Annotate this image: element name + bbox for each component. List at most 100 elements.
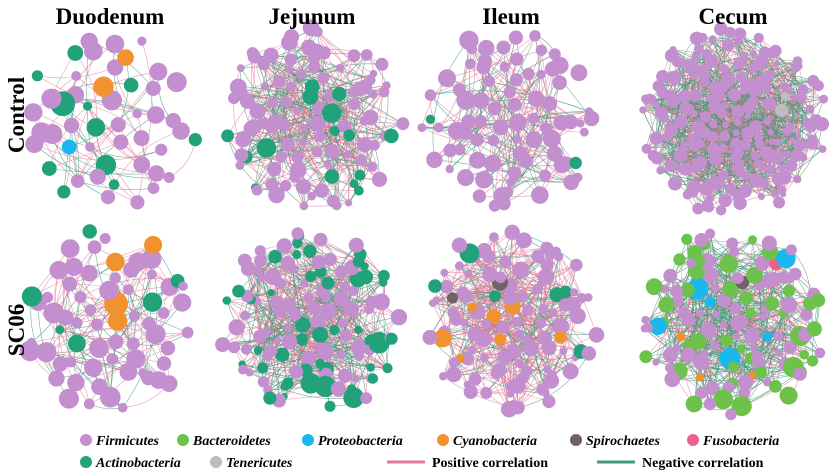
node-firmicutes	[699, 181, 714, 196]
node-firmicutes	[702, 266, 719, 283]
node-firmicutes	[460, 352, 475, 366]
node-firmicutes	[331, 200, 342, 211]
negative-edge	[429, 337, 546, 394]
node-bacteroidetes	[720, 334, 733, 347]
node-firmicutes	[535, 44, 548, 56]
node-firmicutes	[773, 60, 780, 67]
legend-item-spirochaetes: Spirochaetes	[570, 434, 660, 449]
node-firmicutes	[551, 246, 561, 257]
node-firmicutes	[668, 176, 682, 191]
node-firmicutes	[506, 390, 515, 398]
node-firmicutes	[371, 171, 388, 187]
positive-edge	[290, 86, 355, 105]
node-firmicutes	[48, 370, 65, 387]
node-firmicutes	[438, 69, 456, 88]
legend-label-positive: Positive correlation	[432, 456, 548, 471]
node-actinobacteria	[368, 332, 390, 354]
node-firmicutes	[356, 137, 373, 153]
node-firmicutes	[243, 120, 260, 137]
node-firmicutes	[303, 292, 314, 303]
legend-swatch-tenericutes	[210, 456, 222, 468]
node-firmicutes	[80, 32, 98, 51]
network-sc06-jejunum	[215, 227, 408, 412]
node-firmicutes	[472, 92, 490, 109]
node-firmicutes	[721, 38, 735, 52]
node-firmicutes	[284, 323, 292, 331]
positive-edge	[430, 94, 555, 154]
node-firmicutes	[670, 284, 684, 298]
node-firmicutes	[461, 114, 476, 130]
node-firmicutes	[433, 122, 444, 133]
node-actinobacteria	[21, 286, 42, 307]
node-firmicutes	[472, 189, 487, 203]
node-firmicutes	[796, 92, 807, 103]
node-firmicutes	[67, 373, 85, 392]
node-actinobacteria	[280, 381, 291, 391]
negative-edge	[679, 316, 764, 372]
node-firmicutes	[452, 83, 466, 97]
node-firmicutes	[267, 161, 282, 177]
node-actinobacteria	[385, 332, 398, 345]
node-firmicutes	[684, 60, 698, 73]
node-firmicutes	[704, 202, 714, 213]
node-actinobacteria	[353, 185, 364, 196]
node-firmicutes	[717, 293, 732, 308]
negative-edge	[502, 255, 550, 328]
node-firmicutes	[480, 353, 489, 362]
node-firmicutes	[470, 133, 484, 147]
negative-edge	[674, 108, 811, 184]
node-firmicutes	[148, 165, 165, 182]
node-firmicutes	[443, 143, 458, 158]
node-firmicutes	[439, 279, 454, 294]
negative-edge	[673, 49, 786, 97]
node-firmicutes	[91, 318, 104, 331]
node-bacteroidetes	[728, 361, 739, 373]
node-firmicutes	[793, 175, 802, 184]
node-layer	[221, 19, 410, 211]
legend-item-tenericutes: Tenericutes	[210, 456, 293, 471]
node-firmicutes	[784, 159, 798, 172]
node-firmicutes	[146, 106, 165, 124]
negative-edge	[297, 233, 377, 343]
node-layer	[215, 227, 408, 412]
node-firmicutes	[239, 310, 250, 321]
node-firmicutes	[337, 350, 347, 360]
node-firmicutes	[396, 117, 410, 131]
node-bacteroidetes	[713, 389, 734, 410]
node-firmicutes	[753, 132, 764, 143]
node-firmicutes	[749, 120, 763, 134]
node-firmicutes	[700, 111, 711, 123]
node-firmicutes	[49, 260, 69, 280]
node-firmicutes	[262, 350, 273, 361]
node-bacteroidetes	[806, 355, 819, 367]
node-firmicutes	[664, 363, 675, 373]
legend-item-actinobacteria: Actinobacteria	[80, 456, 181, 471]
node-bacteroidetes	[811, 293, 826, 308]
node-firmicutes	[447, 307, 459, 319]
positive-edge	[446, 262, 550, 287]
node-firmicutes	[257, 273, 267, 283]
node-firmicutes	[652, 358, 660, 366]
node-firmicutes	[254, 254, 267, 268]
node-firmicutes	[126, 337, 140, 351]
legend-swatch-fusobacteria	[687, 434, 699, 446]
node-firmicutes	[253, 329, 267, 344]
node-firmicutes	[145, 324, 166, 345]
node-actinobacteria	[221, 129, 235, 143]
node-firmicutes	[775, 349, 783, 357]
node-firmicutes	[229, 78, 247, 96]
node-firmicutes	[382, 81, 391, 90]
node-firmicutes	[733, 27, 747, 40]
node-firmicutes	[754, 139, 765, 150]
positive-edge	[681, 63, 692, 170]
legend-item-firmicutes: Firmicutes	[80, 434, 160, 449]
node-actinobacteria	[559, 285, 572, 299]
node-firmicutes	[215, 337, 231, 353]
node-firmicutes	[662, 133, 671, 142]
node-firmicutes	[390, 309, 408, 326]
node-firmicutes	[128, 310, 140, 322]
node-actinobacteria	[321, 276, 335, 290]
node-firmicutes	[360, 392, 373, 405]
node-firmicutes	[497, 350, 512, 365]
negative-edge	[668, 275, 701, 378]
